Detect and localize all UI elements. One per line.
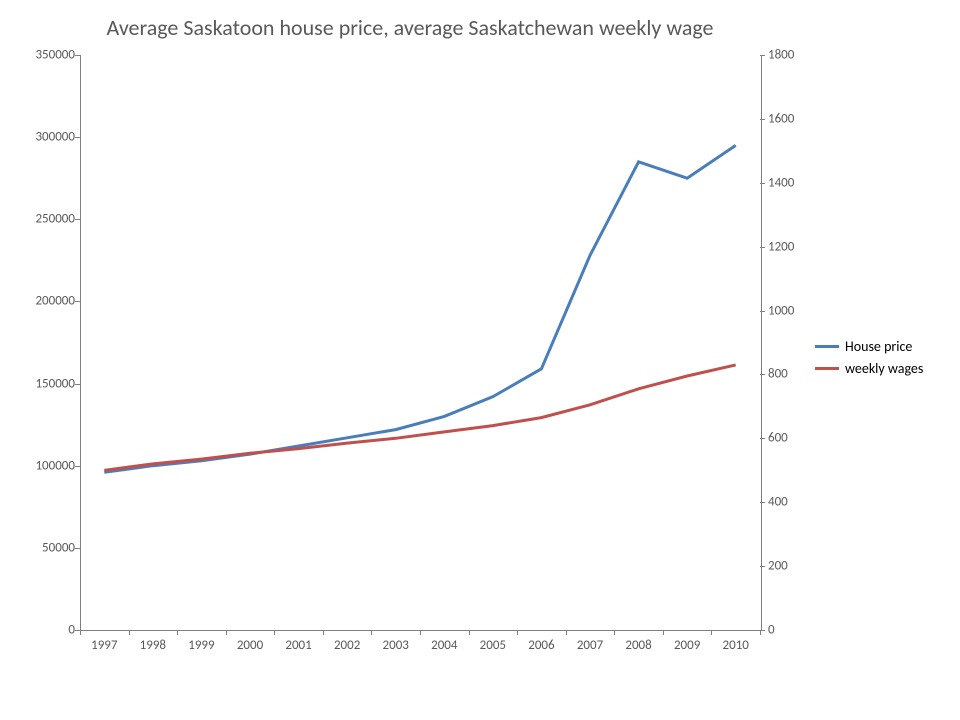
legend-swatch-house-price [815, 345, 839, 348]
x-label: 2007 [577, 638, 603, 653]
x-tick [274, 630, 275, 635]
legend-label-house-price: House price [845, 338, 912, 355]
chart-lines-svg [80, 55, 760, 630]
y-left-label: 100000 [5, 458, 75, 473]
x-label: 1998 [140, 638, 166, 653]
x-tick [614, 630, 615, 635]
y-right-label: 1800 [768, 48, 818, 63]
x-label: 2006 [528, 638, 554, 653]
y-right-tick [760, 566, 765, 567]
y-left-label: 0 [5, 623, 75, 638]
x-label: 2003 [383, 638, 409, 653]
x-tick [517, 630, 518, 635]
y-right-label: 800 [768, 367, 818, 382]
x-tick [226, 630, 227, 635]
y-right-tick [760, 438, 765, 439]
y-left-tick [75, 466, 80, 467]
y-left-tick [75, 55, 80, 56]
legend: House price weekly wages [815, 335, 923, 379]
y-left-label: 250000 [5, 212, 75, 227]
y-right-label: 1400 [768, 175, 818, 190]
y-left-label: 350000 [5, 48, 75, 63]
y-left-label: 150000 [5, 376, 75, 391]
y-right-tick [760, 374, 765, 375]
y-left-tick [75, 137, 80, 138]
y-left-label: 50000 [5, 540, 75, 555]
x-label: 2001 [285, 638, 311, 653]
x-label: 1997 [91, 638, 117, 653]
x-label: 2004 [431, 638, 457, 653]
y-right-label: 1600 [768, 111, 818, 126]
x-tick [177, 630, 178, 635]
x-tick [711, 630, 712, 635]
y-right-tick [760, 247, 765, 248]
y-left-tick [75, 384, 80, 385]
x-label: 2005 [480, 638, 506, 653]
y-right-label: 1000 [768, 303, 818, 318]
series-weekly-wages-line [104, 365, 735, 470]
x-label: 2008 [625, 638, 651, 653]
chart-title: Average Saskatoon house price, average S… [0, 14, 820, 41]
series-house-price-line [104, 145, 735, 472]
y-right-label: 0 [768, 623, 818, 638]
x-tick [420, 630, 421, 635]
x-tick [323, 630, 324, 635]
y-right-tick [760, 183, 765, 184]
legend-item-weekly-wages: weekly wages [815, 357, 923, 379]
y-right-label: 200 [768, 559, 818, 574]
y-right-label: 600 [768, 431, 818, 446]
y-left-label: 300000 [5, 130, 75, 145]
x-tick [80, 630, 81, 635]
x-label: 1999 [188, 638, 214, 653]
x-label: 2009 [674, 638, 700, 653]
x-tick [566, 630, 567, 635]
y-right-tick [760, 55, 765, 56]
x-tick [760, 630, 761, 635]
y-left-label: 200000 [5, 294, 75, 309]
x-label: 2002 [334, 638, 360, 653]
y-right-label: 1200 [768, 239, 818, 254]
x-tick [371, 630, 372, 635]
legend-swatch-weekly-wages [815, 367, 839, 370]
y-right-label: 400 [768, 495, 818, 510]
chart-container: Average Saskatoon house price, average S… [0, 0, 960, 720]
y-left-tick [75, 548, 80, 549]
y-right-tick [760, 119, 765, 120]
x-tick [663, 630, 664, 635]
legend-item-house-price: House price [815, 335, 923, 357]
y-left-tick [75, 219, 80, 220]
x-label: 2000 [237, 638, 263, 653]
y-left-tick [75, 301, 80, 302]
x-tick [469, 630, 470, 635]
y-right-tick [760, 311, 765, 312]
legend-label-weekly-wages: weekly wages [845, 360, 923, 377]
y-right-tick [760, 502, 765, 503]
x-label: 2010 [723, 638, 749, 653]
x-tick [129, 630, 130, 635]
